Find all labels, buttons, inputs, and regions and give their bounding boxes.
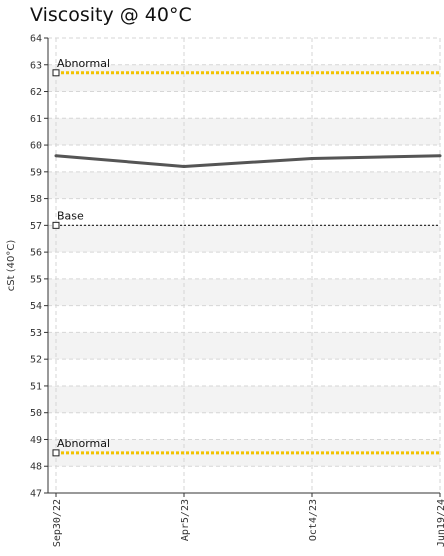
x-tick-label: Oct4/23 bbox=[308, 499, 319, 541]
reference-marker bbox=[52, 449, 60, 457]
y-tick-label: 62 bbox=[30, 87, 42, 98]
y-axis-label: cSt (40°C) bbox=[6, 240, 17, 292]
y-tick-label: 56 bbox=[30, 248, 42, 259]
grid-band bbox=[48, 332, 440, 360]
data-point bbox=[182, 164, 186, 168]
y-tick-labels: 47 48 49 50 51 52 53 54 55 56 57 58 59 60 61 62 63 64 bbox=[30, 34, 42, 500]
grid-band bbox=[48, 278, 440, 306]
reference-marker bbox=[52, 221, 60, 229]
y-tick-label: 48 bbox=[30, 462, 42, 473]
y-tick-label: 54 bbox=[30, 301, 42, 312]
y-tick-label: 61 bbox=[30, 114, 42, 125]
y-tick-label: 57 bbox=[30, 221, 42, 232]
reference-lines: Abnormal Base Abnormal bbox=[52, 57, 440, 457]
data-point bbox=[438, 154, 442, 158]
y-tick-label: 55 bbox=[30, 274, 42, 285]
grid-band bbox=[48, 225, 440, 253]
x-tick-label: Jun19/24 bbox=[436, 499, 444, 547]
x-tick-label: Apr5/23 bbox=[180, 499, 191, 541]
y-tick-label: 64 bbox=[30, 34, 42, 45]
y-tick-label: 47 bbox=[30, 489, 42, 500]
y-tick-label: 52 bbox=[30, 355, 42, 366]
data-point bbox=[54, 154, 58, 158]
grid-band bbox=[48, 64, 440, 92]
grid-band bbox=[48, 171, 440, 199]
y-tick-label: 51 bbox=[30, 381, 42, 392]
grid-band bbox=[48, 385, 440, 413]
x-tick-labels: Sep30/22 Apr5/23 Oct4/23 Jun19/24 bbox=[52, 499, 444, 547]
background-bands bbox=[48, 64, 440, 467]
grid-band bbox=[48, 118, 440, 146]
y-tick-label: 60 bbox=[30, 141, 42, 152]
series-line bbox=[55, 154, 441, 168]
data-point bbox=[310, 156, 314, 160]
reference-label: Base bbox=[57, 209, 84, 222]
data-series bbox=[54, 154, 442, 168]
y-tick-label: 53 bbox=[30, 328, 42, 339]
reference-marker bbox=[52, 69, 60, 77]
y-tick-label: 49 bbox=[30, 435, 42, 446]
grid-lines bbox=[48, 37, 441, 494]
chart-title: Viscosity @ 40°C bbox=[30, 4, 192, 26]
reference-label: Abnormal bbox=[57, 57, 110, 70]
axes bbox=[44, 37, 441, 497]
y-tick-label: 59 bbox=[30, 167, 42, 178]
y-tick-label: 50 bbox=[30, 408, 42, 419]
reference-label: Abnormal bbox=[57, 437, 110, 450]
y-tick-label: 63 bbox=[30, 60, 42, 71]
x-tick-label: Sep30/22 bbox=[52, 499, 63, 547]
y-tick-label: 58 bbox=[30, 194, 42, 205]
